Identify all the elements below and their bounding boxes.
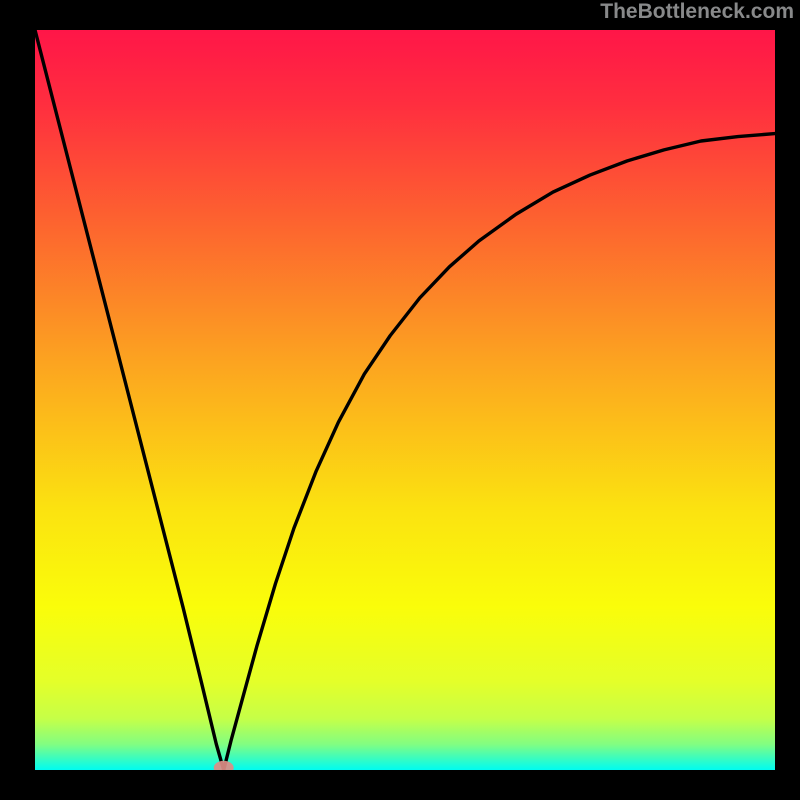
watermark-text: TheBottleneck.com: [600, 0, 794, 24]
plot-area: [35, 30, 775, 770]
chart-container: TheBottleneck.com: [0, 0, 800, 800]
bottleneck-curve-chart: [35, 30, 775, 770]
gradient-background: [35, 30, 775, 770]
